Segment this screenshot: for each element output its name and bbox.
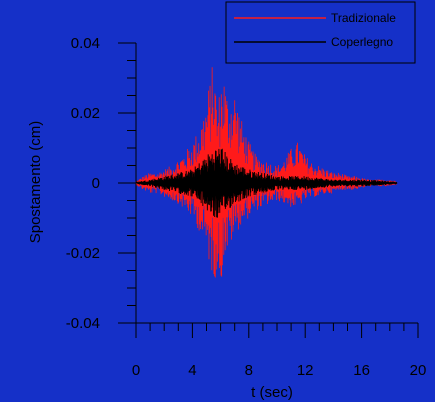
x-tick-label: 0 (132, 362, 140, 379)
legend: Tradizionale Coperlegno (225, 1, 416, 64)
y-axis-title: Spostamento (cm) (27, 121, 44, 244)
x-axis-title: t (sec) (251, 384, 293, 401)
legend-label-tradizionale: Tradizionale (331, 11, 396, 25)
x-tick-label: 20 (410, 362, 427, 379)
x-tick-label: 16 (353, 362, 370, 379)
y-tick-label: 0 (92, 175, 100, 192)
y-tick-label: 0.02 (71, 105, 100, 122)
legend-box (225, 1, 416, 64)
y-tick-label: -0.02 (66, 245, 100, 262)
y-tick-label: 0.04 (71, 35, 100, 52)
series-line-coperlegno (135, 148, 398, 218)
ticks-layer: -0.04 -0.02 0 0.02 0.04 0 4 8 12 16 20 (66, 35, 427, 379)
y-tick-label: -0.04 (66, 315, 100, 332)
legend-label-coperlegno: Coperlegno (331, 35, 393, 49)
series-layer (135, 67, 398, 278)
x-tick-label: 12 (297, 362, 314, 379)
x-tick-label: 8 (245, 362, 253, 379)
x-tick-label: 4 (188, 362, 196, 379)
